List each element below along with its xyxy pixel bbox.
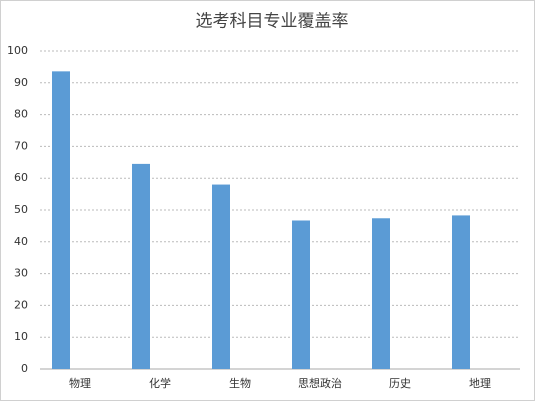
x-tick-label: 生物 xyxy=(229,376,251,390)
y-tick-label: 80 xyxy=(14,108,28,121)
chart-title: 选考科目专业覆盖率 xyxy=(196,12,349,32)
x-tick-label: 历史 xyxy=(389,377,411,390)
bar xyxy=(452,215,470,369)
bar xyxy=(292,220,310,369)
y-tick-label: 20 xyxy=(14,298,28,311)
y-tick-label: 30 xyxy=(14,267,28,280)
bar xyxy=(372,218,390,369)
y-tick-label: 40 xyxy=(14,235,28,248)
bar xyxy=(52,71,70,370)
bar xyxy=(132,163,150,369)
y-tick-label: 10 xyxy=(14,330,28,343)
y-tick-label: 90 xyxy=(14,76,28,89)
x-tick-label: 物理 xyxy=(69,376,91,390)
x-tick-label: 地理 xyxy=(469,377,491,390)
y-tick-label: 0 xyxy=(21,362,28,375)
y-tick-label: 70 xyxy=(14,139,28,152)
y-tick-label: 60 xyxy=(14,171,28,184)
bar xyxy=(212,184,230,369)
y-tick-label: 100 xyxy=(7,44,28,57)
x-tick-label: 思想政治 xyxy=(298,376,342,390)
x-tick-label: 化学 xyxy=(149,376,171,390)
y-tick-label: 50 xyxy=(14,203,28,216)
